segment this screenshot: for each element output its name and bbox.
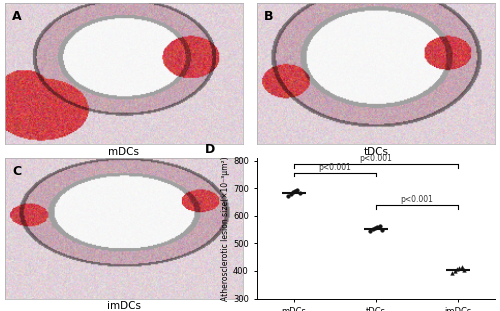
Y-axis label: Atherosclerotic lesion size(×10⁻³μm²): Atherosclerotic lesion size(×10⁻³μm²) [221,156,230,300]
Point [455,265,463,270]
Text: C: C [12,165,22,178]
Text: p<0.001: p<0.001 [318,163,352,172]
Point [460,267,468,272]
Point [458,264,466,269]
Point [453,267,461,272]
Point [366,229,374,234]
Point [289,190,297,195]
X-axis label: mDCs: mDCs [108,146,140,156]
Point [284,193,292,198]
Point [368,227,376,232]
Text: p<0.001: p<0.001 [400,196,434,205]
Point [286,191,294,196]
X-axis label: imDCs: imDCs [107,301,141,311]
Point [448,271,456,276]
Point [376,224,384,229]
Point [378,227,386,232]
X-axis label: tDCs: tDCs [364,146,388,156]
Text: A: A [12,10,22,23]
Text: p<0.001: p<0.001 [360,154,392,163]
Point [296,190,304,195]
Point [373,225,381,230]
Point [371,226,379,231]
Text: D: D [205,143,215,156]
Point [294,188,302,193]
Point [450,268,458,273]
Point [291,188,299,193]
Text: B: B [264,10,274,23]
